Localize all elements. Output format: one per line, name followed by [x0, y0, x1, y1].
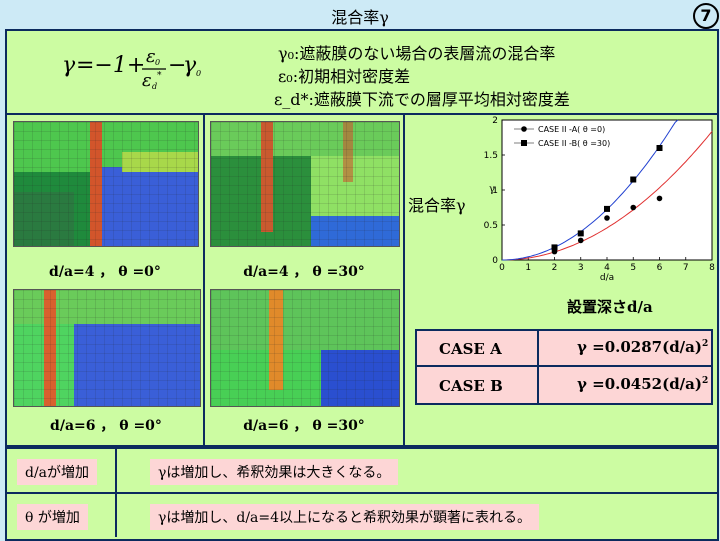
x-tick-label: 1 [525, 263, 531, 273]
data-point [604, 205, 610, 212]
photo-caption: d/a=6 ， θ =0° [50, 418, 162, 434]
x-tick-label: 5 [630, 263, 636, 273]
photo-graphic [14, 122, 198, 246]
x-tick-label: 8 [709, 263, 715, 273]
case-a-formula: γ =0.0287(d/a)2 [577, 338, 709, 356]
data-point [630, 204, 637, 211]
definition-epsilon-d: ε_d*:遮蔽膜下流での層厚平均相対密度差 [274, 90, 570, 109]
photo-graphic [211, 290, 399, 406]
mixing-rate-formula: γ =−1+ ε 0 ε d * − γ 0 [62, 42, 232, 98]
y-tick-label: 0 [492, 256, 498, 266]
result-da-increase: γは増加し、希釈効果は大きくなる。 [150, 459, 399, 485]
experiment-photo-da4-theta30 [210, 121, 400, 247]
svg-text:γ: γ [62, 53, 76, 78]
photo-divider [203, 113, 205, 445]
svg-text:ε: ε [146, 46, 156, 67]
x-tick-label: 2 [552, 263, 558, 273]
data-point [577, 230, 584, 237]
experiment-photo-da6-theta30 [210, 289, 400, 407]
photo-caption: d/a=6 ， θ =30° [243, 418, 365, 434]
condition-theta-increase: θ が増加 [17, 504, 88, 530]
x-tick-label: 4 [604, 263, 610, 273]
fit-curve [502, 131, 713, 261]
y-tick-label: 1.5 [484, 151, 498, 161]
y-tick-label: 0.5 [484, 221, 498, 231]
x-tick-label: 7 [683, 263, 689, 273]
y-axis-label: γ [489, 184, 495, 195]
plot-area [501, 119, 713, 261]
chart-y-title: 混合率γ [408, 196, 466, 215]
case-table-divider [417, 365, 711, 367]
photo-caption: d/a=4 ， θ =0° [49, 264, 161, 280]
svg-text:−: − [168, 53, 186, 78]
photo-graphic [211, 122, 399, 246]
y-tick-label: 2 [492, 116, 498, 126]
legend-entry: CASE II -B( θ =30) [538, 139, 610, 148]
x-tick-label: 6 [657, 263, 663, 273]
x-axis-label: d/a [600, 273, 614, 283]
definition-epsilon0: ε₀:初期相対密度差 [278, 67, 411, 86]
svg-text:ε: ε [142, 70, 152, 91]
case-b-formula: γ =0.0452(d/a)2 [577, 375, 709, 393]
page-title: 混合率γ [331, 8, 389, 27]
fit-curve [502, 119, 679, 261]
x-tick-label: 0 [499, 263, 505, 273]
data-point [656, 145, 663, 151]
case-table: CASE A γ =0.0287(d/a)2 CASE B γ =0.0452(… [415, 329, 713, 405]
svg-text:*: * [157, 71, 162, 81]
experiment-photo-da4-theta0 [13, 121, 199, 247]
x-tick-label: 3 [578, 263, 584, 273]
data-point [656, 195, 663, 202]
svg-text:d: d [152, 82, 157, 91]
data-point [551, 244, 558, 251]
svg-text:0: 0 [196, 69, 201, 78]
y-tick-label: 1 [492, 186, 498, 196]
mixing-rate-chart: 0 1 2 3 4 5 6 7 8 0 0.5 1 1.5 2 d/a γ CASE II -A( θ =0) C… [484, 116, 715, 283]
definition-gamma0: γ₀:遮蔽膜のない場合の表層流の混合率 [278, 44, 556, 63]
slide-number: 7 [693, 3, 719, 29]
case-b-label: CASE B [439, 377, 503, 395]
photo-caption: d/a=4 ， θ =30° [243, 264, 365, 280]
data-point [604, 215, 610, 221]
conclusion-divider [7, 492, 717, 494]
svg-text:=−1+: =−1+ [76, 53, 145, 78]
photo-graphic [14, 290, 200, 406]
result-theta-increase: γは増加し、d/a=4以上になると希釈効果が顕著に表れる。 [150, 504, 540, 530]
experiment-photo-da6-theta0 [13, 289, 201, 407]
formula-panel [5, 29, 719, 117]
condition-da-increase: d/aが増加 [17, 459, 98, 485]
conclusion-vdivider [115, 449, 117, 537]
data-point [630, 176, 637, 183]
case-a-label: CASE A [439, 340, 502, 358]
formula-graphic: γ =−1+ ε 0 ε d * − γ 0 [62, 46, 201, 91]
case-table-vdivider [537, 331, 539, 403]
svg-text:γ: γ [183, 53, 197, 78]
data-point [577, 237, 584, 244]
legend-entry: CASE II -A( θ =0) [538, 125, 605, 134]
chart-x-title: 設置深さd/a [567, 298, 653, 316]
chart-divider [403, 113, 405, 445]
svg-text:0: 0 [155, 58, 160, 67]
